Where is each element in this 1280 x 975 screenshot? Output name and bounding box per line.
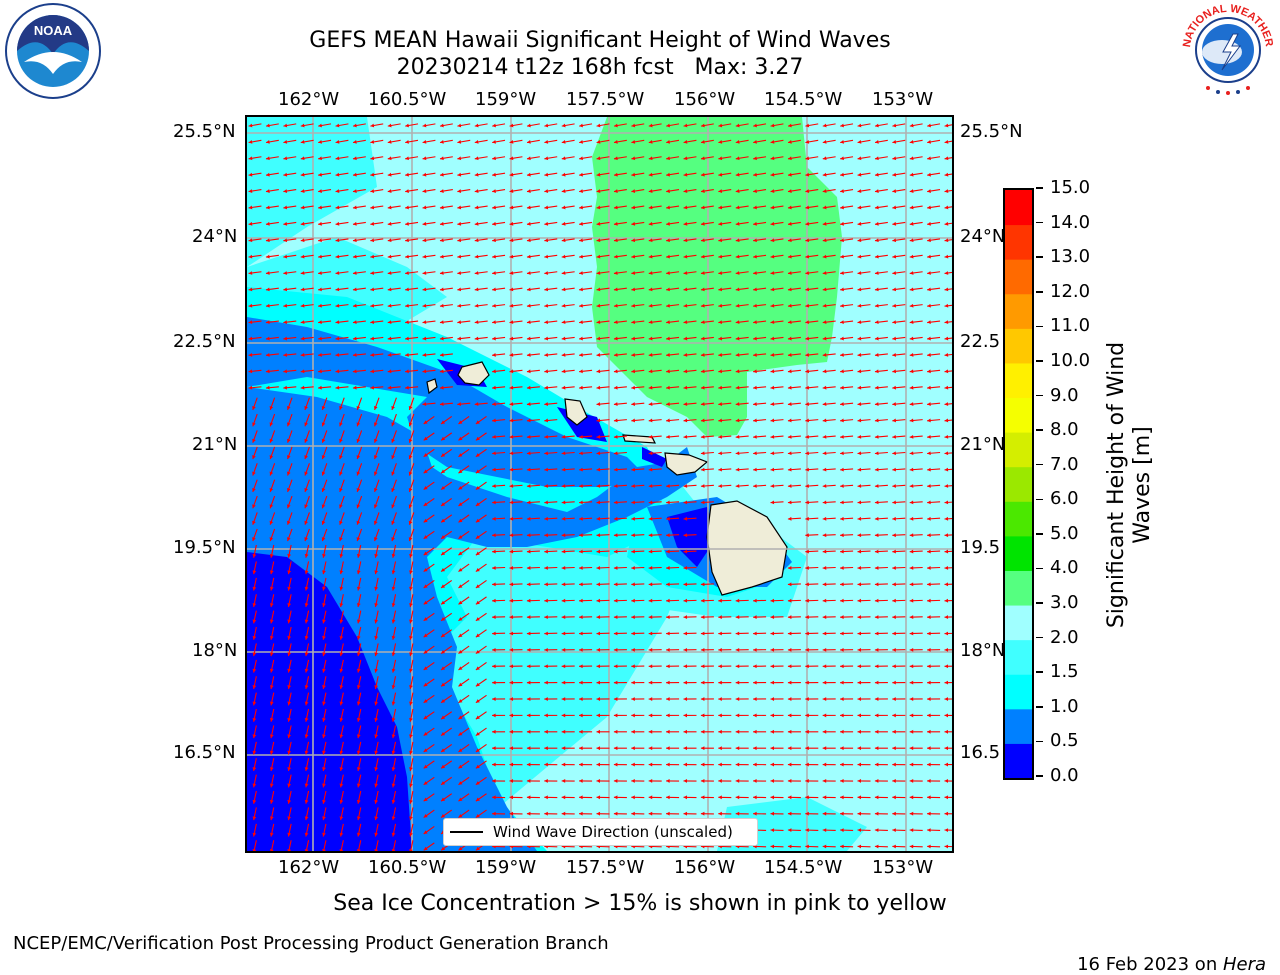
lon-label-top: 162°W [278,89,339,110]
colorbar-segment [1005,294,1032,329]
colorbar-tick-mark [1036,568,1043,570]
colorbar-segment [1005,398,1032,433]
colorbar-tick-label: 5.0 [1036,524,1079,544]
colorbar-tick-label: 6.0 [1036,489,1079,509]
colorbar-tick-mark [1036,464,1043,466]
colorbar-segment [1005,467,1032,502]
chart-subtitle: 20230214 t12z 168h fcst Max: 3.27 [0,55,1200,81]
colorbar-tick-mark [1036,256,1043,258]
colorbar-segment [1005,328,1032,363]
colorbar-tick-label: 15.0 [1036,178,1090,198]
lon-label-bottom: 156°W [674,857,735,878]
colorbar-tick-mark [1036,291,1043,293]
map-legend: Wind Wave Direction (unscaled) [443,818,758,846]
lon-label-bottom: 159°W [475,857,536,878]
lat-label-right: 21°N [960,434,1005,455]
colorbar-tick-label: 10.0 [1036,351,1090,371]
colorbar-tick-label: 3.0 [1036,593,1079,613]
colorbar-segment [1005,709,1032,744]
colorbar-tick-label: 12.0 [1036,282,1090,302]
colorbar-label-line2: Waves [m] [1130,342,1156,628]
legend-label: Wind Wave Direction (unscaled) [493,819,733,845]
legend-line-icon [450,831,483,833]
lon-label-top: 156°W [674,89,735,110]
colorbar-segment [1005,501,1032,536]
colorbar-segment [1005,190,1032,225]
lat-label-left: 24°N [192,226,237,247]
footer-date: 16 Feb 2023 on Hera [1066,933,1266,975]
lon-label-top: 160.5°W [368,89,446,110]
colorbar-tick-label: 0.0 [1036,766,1079,786]
lat-label-right: 24°N [960,226,1005,247]
lat-label-right: 25.5°N [960,121,1023,142]
lat-label-left: 16.5°N [173,742,236,763]
wave-height-map [245,115,954,853]
colorbar-segment [1005,536,1032,571]
lat-label-right: 22.5 [960,331,1000,352]
colorbar-segment [1005,743,1032,778]
colorbar-tick-mark [1036,602,1043,604]
colorbar-segment [1005,225,1032,260]
lon-label-bottom: 154.5°W [764,857,842,878]
colorbar-tick-label: 2.0 [1036,628,1079,648]
chart-title: GEFS MEAN Hawaii Significant Height of W… [0,28,1200,54]
lat-label-left: 25.5°N [173,121,236,142]
lon-label-bottom: 153°W [872,857,933,878]
colorbar-tick-label: 8.0 [1036,420,1079,440]
colorbar-tick-label: 11.0 [1036,316,1090,336]
lon-label-bottom: 160.5°W [368,857,446,878]
lat-label-right: 16.5 [960,742,1000,763]
colorbar-tick-mark [1036,326,1043,328]
lat-label-left: 21°N [192,434,237,455]
colorbar-ticks: 15.0 14.0 13.0 12.0 11.0 10.0 9.0 8.0 7.0 6.0 5.0 4… [1036,180,1106,792]
lon-label-top: 154.5°W [764,89,842,110]
colorbar-segment [1005,605,1032,640]
colorbar-tick-mark [1036,671,1043,673]
lat-label-right: 19.5 [960,537,1000,558]
colorbar-tick-label: 4.0 [1036,558,1079,578]
colorbar-tick-mark [1036,775,1043,777]
footer-branch: NCEP/EMC/Verification Post Processing Pr… [13,933,609,954]
colorbar-tick-label: 13.0 [1036,247,1090,267]
colorbar-tick-label: 0.5 [1036,731,1079,751]
lat-label-left: 22.5°N [173,331,236,352]
lon-label-top: 157.5°W [566,89,644,110]
colorbar-tick-label: 1.0 [1036,697,1079,717]
colorbar-tick-label: 7.0 [1036,455,1079,475]
lon-label-top: 153°W [872,89,933,110]
colorbar-segment [1005,363,1032,398]
colorbar-tick-mark [1036,706,1043,708]
colorbar-tick-label: 9.0 [1036,386,1079,406]
colorbar-tick-mark [1036,360,1043,362]
lon-label-bottom: 162°W [278,857,339,878]
colorbar-tick-mark [1036,499,1043,501]
colorbar-segment [1005,259,1032,294]
colorbar-tick-mark [1036,637,1043,639]
lat-label-left: 18°N [192,640,237,661]
lat-label-left: 19.5°N [173,537,236,558]
colorbar-segment [1005,570,1032,605]
footer-date-text: 16 Feb 2023 on [1077,954,1223,975]
colorbar-tick-mark [1036,187,1043,189]
colorbar-tick-mark [1036,395,1043,397]
lat-label-right: 18°N [960,640,1005,661]
colorbar-tick-label: 14.0 [1036,213,1090,233]
lon-label-top: 159°W [475,89,536,110]
footer-machine: Hera [1223,954,1266,975]
colorbar-segment [1005,640,1032,675]
colorbar-segment [1005,674,1032,709]
colorbar-tick-mark [1036,222,1043,224]
colorbar-segment [1005,432,1032,467]
colorbar-tick-label: 1.5 [1036,662,1079,682]
colorbar-label-line1: Significant Height of Wind [1104,342,1130,628]
colorbar-tick-mark [1036,429,1043,431]
colorbar [1003,188,1034,780]
lon-label-bottom: 157.5°W [566,857,644,878]
colorbar-tick-mark [1036,741,1043,743]
sea-ice-caption: Sea Ice Concentration > 15% is shown in … [0,891,1280,916]
colorbar-tick-mark [1036,533,1043,535]
